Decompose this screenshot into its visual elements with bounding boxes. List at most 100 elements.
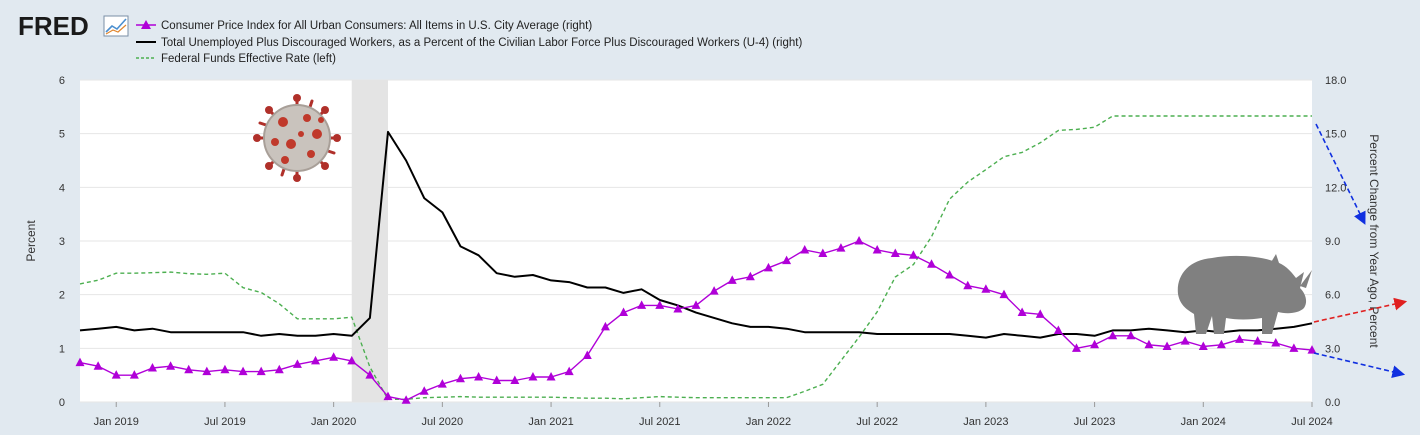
cpi-point [419, 386, 429, 395]
left-tick-label: 5 [59, 129, 65, 141]
left-tick-label: 3 [59, 236, 65, 248]
cpi-point [202, 366, 212, 376]
cpi-point [1035, 309, 1045, 318]
left-tick-label: 1 [59, 343, 65, 355]
covid-virus-icon [253, 94, 341, 182]
annotation-arrow-cpi [1313, 352, 1406, 378]
cpi-point [492, 375, 502, 385]
fred-logo-text: FRED [18, 11, 89, 41]
cpi-point [184, 364, 194, 374]
cpi-point [582, 350, 592, 359]
right-tick-label: 6.0 [1325, 290, 1340, 302]
x-tick-label: Jan 2020 [311, 416, 356, 428]
cpi-point [1090, 339, 1100, 349]
x-tick-label: Jan 2019 [94, 416, 139, 428]
cpi-point [510, 375, 520, 385]
right-tick-label: 15.0 [1325, 129, 1346, 141]
grid-lines [80, 79, 1312, 403]
x-tick-label: Jul 2020 [422, 416, 464, 428]
x-tick-label: Jul 2024 [1291, 416, 1333, 428]
cpi-point [1071, 343, 1081, 352]
cpi-point [637, 300, 647, 309]
legend-label-u4: Total Unemployed Plus Discouraged Worker… [161, 37, 802, 49]
legend: Consumer Price Index for All Urban Consu… [136, 20, 802, 65]
series-line-0 [79, 115, 1312, 400]
left-axis-label: Percent [24, 220, 38, 262]
cpi-point [908, 250, 918, 259]
right-tick-label: 3.0 [1325, 343, 1340, 355]
cpi-point [1216, 339, 1226, 349]
cpi-point [1017, 307, 1027, 317]
cpi-point [238, 366, 248, 376]
cpi-point [166, 361, 176, 370]
cpi-point [1162, 341, 1172, 351]
cpi-point [963, 280, 973, 290]
x-tick-label: Jan 2021 [528, 416, 573, 428]
cpi-point [129, 370, 139, 379]
right-axis-label: Percent Change from Year Ago, Percent [1367, 134, 1381, 348]
cpi-point [1180, 336, 1190, 345]
legend-item-cpi[interactable]: Consumer Price Index for All Urban Consu… [136, 20, 592, 32]
fred-chart-icon [103, 15, 129, 37]
cpi-point [836, 243, 846, 252]
rhino-icon [1177, 254, 1312, 334]
cpi-point [75, 357, 85, 367]
cpi-point [1307, 345, 1317, 354]
cpi-point [727, 275, 737, 284]
cpi-point [872, 244, 882, 254]
left-tick-label: 4 [59, 182, 65, 194]
cpi-point [528, 371, 538, 381]
cpi-point [1289, 343, 1299, 352]
x-tick-label: Jul 2019 [204, 416, 246, 428]
cpi-point [691, 300, 701, 309]
cpi-point [383, 391, 393, 401]
cpi-point [1126, 330, 1136, 340]
cpi-point [365, 370, 375, 379]
cpi-point [111, 370, 121, 379]
annotation-arrow-unemployment [1313, 297, 1408, 323]
cpi-point [1053, 325, 1063, 334]
legend-item-u4[interactable]: Total Unemployed Plus Discouraged Worker… [136, 37, 802, 49]
cpi-point [673, 303, 683, 313]
cpi-point [437, 379, 447, 388]
cpi-point [981, 284, 991, 293]
right-axis-ticks: 0.0 3.0 6.0 9.0 12.0 15.0 18.0 [1325, 75, 1346, 409]
cpi-point [854, 236, 864, 245]
cpi-point [546, 371, 556, 381]
cpi-point [292, 359, 302, 368]
cpi-point [93, 361, 103, 370]
cpi-point [782, 255, 792, 265]
left-axis-ticks: 0 1 2 3 4 5 6 [59, 75, 65, 409]
cpi-point [999, 289, 1009, 299]
cpi-point [1253, 336, 1263, 345]
series-line-1 [79, 130, 1313, 339]
cpi-point [256, 366, 266, 376]
cpi-point [347, 355, 357, 365]
x-tick-label: Jul 2021 [639, 416, 681, 428]
left-tick-label: 0 [59, 397, 65, 409]
cpi-point [945, 269, 955, 279]
x-tick-label: Jan 2022 [746, 416, 791, 428]
cpi-point [220, 364, 230, 374]
fred-logo[interactable]: FRED [18, 11, 129, 41]
x-tick-label: Jan 2023 [963, 416, 1008, 428]
legend-item-fedfunds[interactable]: Federal Funds Effective Rate (left) [136, 53, 336, 65]
annotation-arrow-fedfunds [1315, 123, 1366, 225]
right-tick-label: 18.0 [1325, 75, 1346, 87]
cpi-point [745, 271, 755, 281]
x-tick-label: Jul 2023 [1074, 416, 1116, 428]
cpi-point [1271, 337, 1281, 347]
cpi-point [763, 262, 773, 272]
cpi-point [455, 373, 465, 383]
right-tick-label: 12.0 [1325, 182, 1346, 194]
right-tick-label: 9.0 [1325, 236, 1340, 248]
recession-shading [351, 80, 388, 402]
right-tick-label: 0.0 [1325, 397, 1340, 409]
cpi-point [927, 259, 937, 268]
cpi-point [818, 248, 828, 258]
cpi-point [274, 364, 284, 374]
series-layer [75, 115, 1317, 404]
cpi-point [311, 355, 321, 365]
legend-label-fedfunds: Federal Funds Effective Rate (left) [161, 53, 336, 65]
